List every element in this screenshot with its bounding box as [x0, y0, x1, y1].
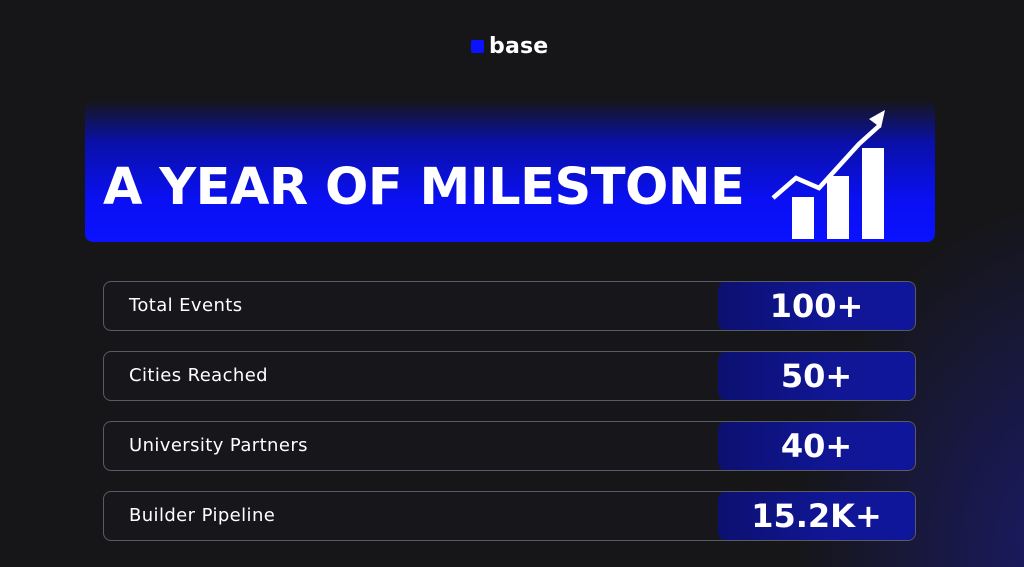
stat-row-builder-pipeline: Builder Pipeline 15.2K+ — [103, 491, 916, 541]
stat-label: Cities Reached — [129, 365, 269, 386]
stat-label: University Partners — [129, 435, 308, 456]
stat-value-box: 15.2K+ — [718, 492, 915, 540]
brand-logo: base — [471, 34, 548, 59]
stat-row-cities-reached: Cities Reached 50+ — [103, 351, 916, 401]
banner-title: A YEAR OF MILESTONE — [103, 158, 745, 217]
logo-text: base — [489, 34, 549, 59]
stat-value: 100+ — [769, 287, 864, 325]
stat-row-total-events: Total Events 100+ — [103, 281, 916, 331]
stat-row-university-partners: University Partners 40+ — [103, 421, 916, 471]
stat-value: 15.2K+ — [751, 497, 882, 535]
stat-value-box: 100+ — [718, 282, 915, 330]
growth-chart-icon — [771, 110, 885, 239]
stat-value-box: 40+ — [718, 422, 915, 470]
stat-label: Builder Pipeline — [129, 505, 276, 526]
stat-value-box: 50+ — [718, 352, 915, 400]
title-banner: A YEAR OF MILESTONE — [85, 100, 935, 242]
stat-value: 40+ — [780, 427, 853, 465]
stat-value: 50+ — [780, 357, 853, 395]
stat-label: Total Events — [129, 295, 243, 316]
logo-square-icon — [471, 40, 484, 53]
